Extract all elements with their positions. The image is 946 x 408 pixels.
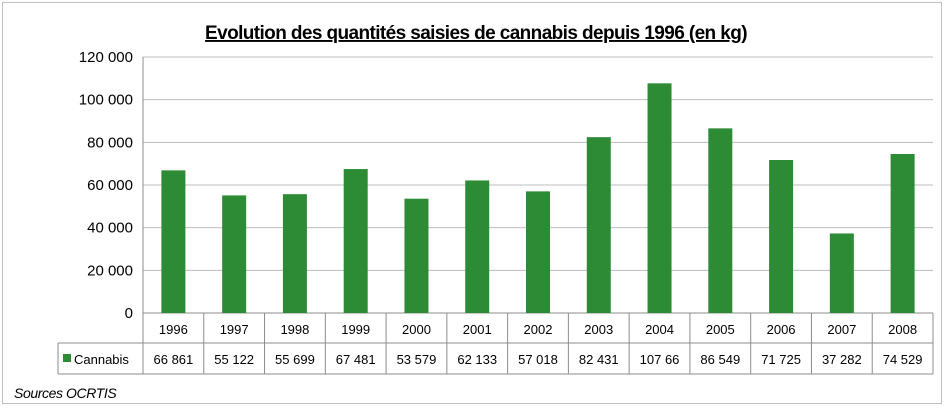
x-tick-label: 1999: [341, 322, 370, 337]
chart-title: Evolution des quantités saisies de canna…: [205, 23, 747, 44]
data-label: 74 529: [883, 352, 923, 367]
x-tick-label: 1996: [159, 322, 188, 337]
x-tick-label: 1998: [280, 322, 309, 337]
x-tick-label: 1997: [220, 322, 249, 337]
x-tick-label: 2001: [463, 322, 492, 337]
x-tick-label: 2006: [767, 322, 796, 337]
y-tick-label: 100 000: [79, 92, 133, 109]
data-label: 67 481: [336, 352, 376, 367]
y-tick-label: 60 000: [87, 177, 133, 194]
bar-2006: [769, 159, 794, 313]
source-note: Sources OCRTIS: [14, 385, 117, 401]
data-label: 86 549: [700, 352, 740, 367]
bar-2004: [647, 83, 672, 313]
data-label: 57 018: [518, 352, 558, 367]
data-label: 37 282: [822, 352, 862, 367]
bar-2000: [404, 198, 429, 313]
bar-1997: [222, 195, 247, 313]
bar-2005: [708, 128, 733, 313]
data-label: 82 431: [579, 352, 619, 367]
plot-area: 0 20 000 40 000 60 000 80 000 100 000 120 000 1…: [57, 49, 934, 375]
data-label: 53 579: [397, 352, 437, 367]
data-label: 62 133: [457, 352, 497, 367]
y-tick-label: 20 000: [87, 262, 133, 279]
bar-1999: [343, 169, 368, 313]
bar-2001: [465, 180, 490, 313]
x-tick-label: 2002: [524, 322, 553, 337]
bar-2008: [890, 154, 915, 313]
x-tick-label: 2005: [706, 322, 735, 337]
bar-1998: [282, 194, 307, 313]
x-tick-label: 2000: [402, 322, 431, 337]
legend-label: Cannabis: [74, 352, 129, 367]
bar-2002: [526, 191, 550, 313]
x-tick-label: 2007: [827, 322, 856, 337]
bar-2007: [829, 233, 854, 313]
y-tick-label: 40 000: [87, 220, 133, 237]
y-tick-label: 120 000: [79, 49, 133, 66]
legend-swatch: [63, 354, 71, 362]
x-tick-label: 2008: [888, 322, 917, 337]
bar-1996: [161, 170, 186, 313]
data-label: 55 122: [214, 352, 254, 367]
data-label: 107 66: [640, 352, 680, 367]
data-label: 55 699: [275, 352, 315, 367]
y-tick-label: 0: [125, 305, 133, 322]
bar-2003: [586, 137, 611, 313]
data-label: 66 861: [154, 352, 194, 367]
x-tick-label: 2004: [645, 322, 674, 337]
data-label: 71 725: [761, 352, 801, 367]
x-tick-label: 2003: [584, 322, 613, 337]
y-tick-label: 80 000: [87, 134, 133, 151]
